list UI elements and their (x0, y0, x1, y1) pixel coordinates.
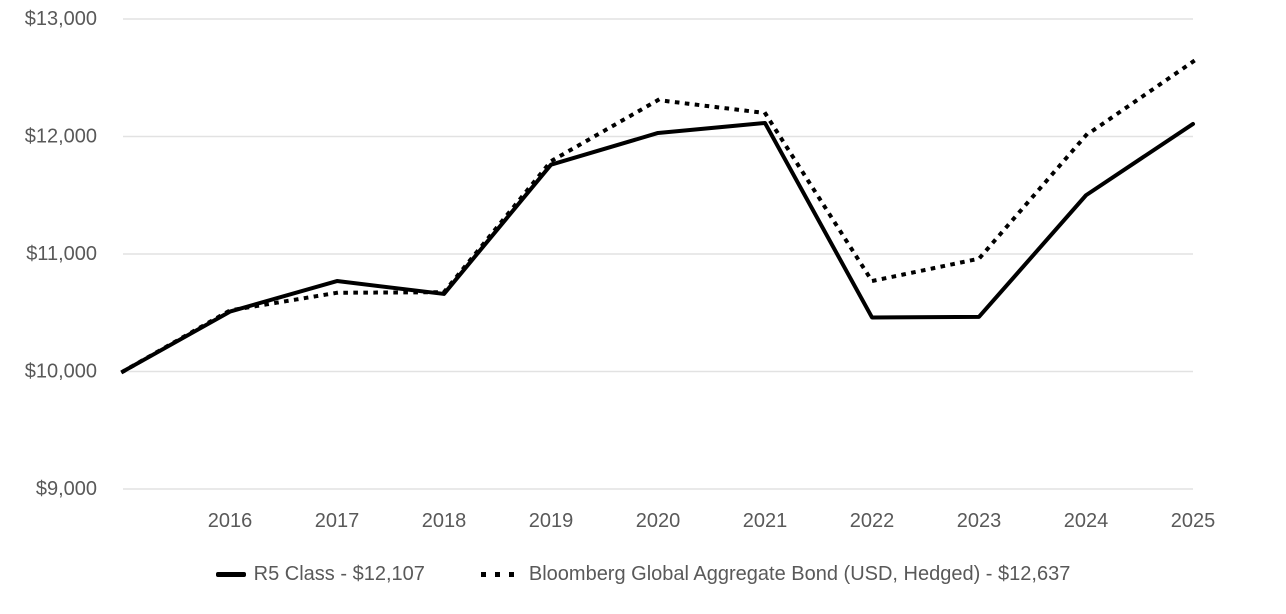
y-tick-label: $11,000 (26, 243, 97, 265)
y-tick-label: $9,000 (36, 478, 97, 500)
solid-line-marker (215, 572, 246, 577)
x-tick-label: 2017 (315, 510, 360, 532)
dotted-line-marker (480, 572, 521, 577)
x-tick-label: 2018 (422, 510, 467, 532)
x-tick-label: 2021 (743, 510, 788, 532)
x-tick-label: 2022 (850, 510, 895, 532)
y-tick-label: $12,000 (25, 126, 97, 148)
x-tick-label: 2020 (636, 510, 681, 532)
x-tick-label: 2019 (529, 510, 574, 532)
legend-label-benchmark: Bloomberg Global Aggregate Bond (USD, He… (528, 563, 1071, 585)
chart-legend: R5 Class - $12,107 Bloomberg Global Aggr… (0, 563, 1286, 586)
legend-label-r5-class: R5 Class - $12,107 (253, 563, 425, 585)
y-tick-label: $10,000 (25, 361, 97, 383)
x-tick-label: 2025 (1171, 510, 1216, 532)
x-tick-label: 2023 (957, 510, 1002, 532)
series-line-r5-class (121, 120, 1195, 374)
x-tick-label: 2016 (208, 510, 253, 532)
series-line-benchmark (120, 58, 1196, 375)
x-tick-label: 2024 (1064, 510, 1109, 532)
legend-item-r5-class: R5 Class - $12,107 (215, 563, 425, 586)
legend-item-benchmark: Bloomberg Global Aggregate Bond (USD, He… (480, 563, 1071, 586)
y-tick-label: $13,000 (25, 8, 97, 30)
